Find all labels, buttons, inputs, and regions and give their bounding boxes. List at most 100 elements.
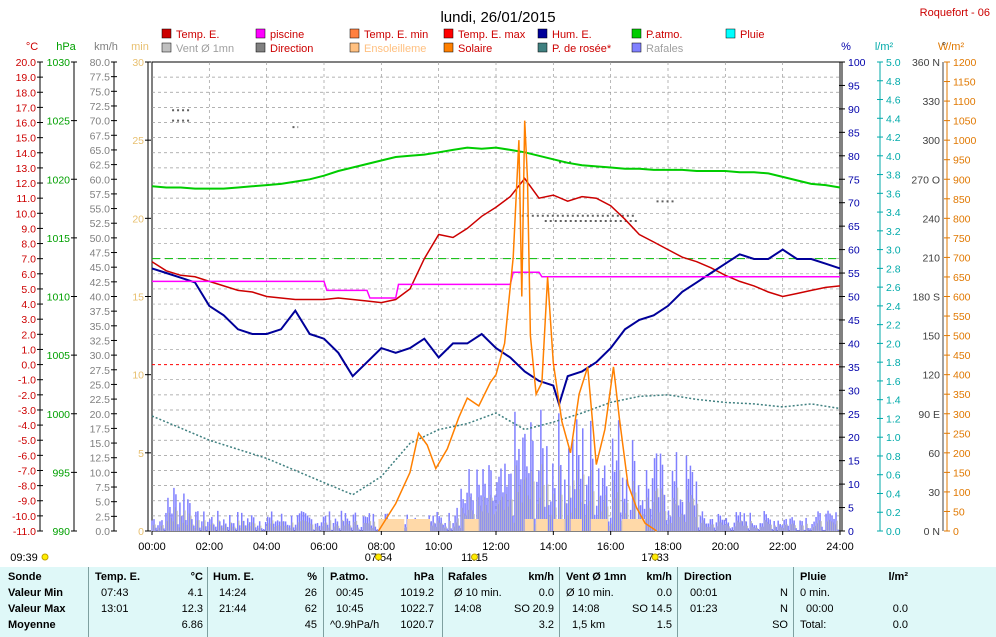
legend-label: Pluie bbox=[740, 29, 764, 41]
rain-duration: 0 min. bbox=[800, 587, 830, 599]
hum-axis-tick-label: 80 bbox=[848, 151, 860, 163]
sun-marker bbox=[651, 553, 659, 561]
x-tick-label: 08:00 bbox=[368, 541, 396, 553]
stats-unit-gust: km/h bbox=[528, 571, 554, 583]
sunmin-axis-tick-label: 5 bbox=[138, 448, 144, 460]
wind-axis-tick-label: 77.5 bbox=[90, 72, 111, 84]
temp-axis-tick-label: 16.0 bbox=[16, 118, 37, 130]
chart-axes: -11.0 -10.0 -9.0 -8.0 -7.0 -6.0 -5.0 -4.0 -3.0 -2… bbox=[10, 41, 976, 564]
rain-axis-tick-label: 3.4 bbox=[886, 207, 901, 219]
sunshine-block bbox=[622, 519, 646, 531]
hum-max-value: 62 bbox=[304, 603, 317, 615]
dir-axis-tick-label: 180 S bbox=[913, 292, 940, 304]
dir-min-value: N bbox=[780, 587, 788, 599]
solar-axis-tick-label: 50 bbox=[953, 506, 965, 518]
temp-axis-tick-label: -4.0 bbox=[18, 420, 36, 432]
press-axis-tick-label: 1030 bbox=[47, 57, 71, 69]
hum-axis-tick-label: 30 bbox=[848, 385, 860, 397]
temp-axis-tick-label: -2.0 bbox=[18, 390, 36, 402]
legend-label: P. de rosée* bbox=[552, 43, 612, 55]
dir-axis-tick-label: 0 N bbox=[924, 526, 940, 538]
temp-axis-unit: °C bbox=[26, 41, 38, 53]
temp-max-time: 13:01 bbox=[101, 603, 129, 615]
rain-max-value: 0.0 bbox=[892, 603, 908, 615]
wind-axis-tick-label: 65.0 bbox=[90, 145, 111, 157]
rain-axis-tick-label: 1.4 bbox=[886, 395, 901, 407]
wind-axis-tick-label: 52.5 bbox=[90, 218, 111, 230]
temp-axis-tick-label: -8.0 bbox=[18, 481, 36, 493]
time-marker-label: 09:39 bbox=[10, 552, 38, 564]
hum-avg-value: 45 bbox=[304, 619, 317, 631]
wind-max-value: 14.5 bbox=[650, 603, 672, 615]
wind-min-time: Ø 10 min. bbox=[566, 587, 614, 599]
legend-swatch bbox=[161, 42, 172, 53]
sun-marker bbox=[374, 553, 382, 561]
sunshine-block bbox=[464, 519, 479, 531]
solar-axis-tick-label: 1200 bbox=[953, 57, 977, 69]
rain-axis-tick-label: 3.6 bbox=[886, 188, 901, 200]
temp-axis-tick-label: 14.0 bbox=[16, 148, 37, 160]
temp-axis-tick-label: 13.0 bbox=[16, 163, 37, 175]
wind-axis-tick-label: 5.0 bbox=[95, 497, 110, 509]
gust-min-value: 0.0 bbox=[538, 587, 554, 599]
series-line-temp-e- bbox=[151, 177, 841, 304]
hum-axis-tick-label: 55 bbox=[848, 268, 860, 280]
x-tick-label: 00:00 bbox=[138, 541, 166, 553]
rain-axis-tick-label: 3.8 bbox=[886, 170, 901, 182]
solar-axis-tick-label: 950 bbox=[953, 155, 971, 167]
dir-max-time: 01:23 bbox=[690, 603, 718, 615]
series-line-piscine bbox=[152, 271, 840, 299]
wind-avg-value: 1.5 bbox=[656, 619, 672, 631]
wind-axis-tick-label: 62.5 bbox=[90, 160, 111, 172]
temp-axis-tick-label: 10.0 bbox=[16, 208, 37, 220]
stats-header-wind: Vent Ø 1mn bbox=[566, 571, 627, 583]
temp-axis-tick-label: -7.0 bbox=[18, 465, 36, 477]
wind-axis-tick-label: 17.5 bbox=[90, 423, 111, 435]
wind-axis-tick-label: 27.5 bbox=[90, 365, 111, 377]
hum-axis-tick-label: 10 bbox=[848, 479, 860, 491]
wind-axis-tick-label: 0.0 bbox=[95, 526, 110, 538]
wind-axis-tick-label: 22.5 bbox=[90, 394, 111, 406]
press-max-value: 1022.7 bbox=[400, 603, 434, 615]
gust-max-dir: SO bbox=[514, 603, 530, 615]
stats-header-hum: Hum. E. bbox=[213, 571, 254, 583]
rain-axis-tick-label: 2.8 bbox=[886, 263, 901, 275]
sun-marker bbox=[41, 553, 49, 561]
dir-axis-tick-label: 210 bbox=[922, 252, 940, 264]
wind-min-value: 0.0 bbox=[656, 587, 672, 599]
hum-min-value: 26 bbox=[304, 587, 317, 599]
sunmin-axis-tick-label: 0 bbox=[138, 526, 144, 538]
solar-axis-tick-label: 0 bbox=[953, 526, 959, 538]
x-tick-label: 10:00 bbox=[425, 541, 453, 553]
hum-axis-tick-label: 90 bbox=[848, 104, 860, 116]
rain-axis-tick-label: 4.0 bbox=[886, 151, 901, 163]
solar-axis-unit: W/m² bbox=[938, 41, 965, 53]
stats-panel: Sonde Valeur Min Valeur Max Moyenne Temp… bbox=[0, 567, 996, 637]
hum-axis-tick-label: 0 bbox=[848, 526, 854, 538]
chart-legend: Temp. E. piscine Temp. E. min Temp. E. max H… bbox=[161, 28, 764, 55]
temp-min-value: 4.1 bbox=[187, 587, 203, 599]
hum-axis-unit: % bbox=[841, 41, 851, 53]
sunmin-axis-tick-label: 20 bbox=[132, 213, 144, 225]
station-label: Roquefort - 06 bbox=[920, 7, 990, 19]
press-avg-value: 1020.7 bbox=[400, 619, 434, 631]
stats-col-wind: Vent Ø 1mn km/h Ø 10 min. 0.0 14:08 SO 14.5 … bbox=[566, 567, 672, 637]
series-line-solaire bbox=[377, 120, 657, 532]
stats-unit-temp: °C bbox=[190, 571, 203, 583]
rain-axis-tick-label: 4.2 bbox=[886, 132, 901, 144]
temp-min-time: 07:43 bbox=[101, 587, 129, 599]
rain-axis-tick-label: 2.0 bbox=[886, 338, 901, 350]
legend-label: Temp. E. min bbox=[364, 29, 428, 41]
rain-axis-tick-label: 0.4 bbox=[886, 488, 901, 500]
x-tick-label: 06:00 bbox=[310, 541, 338, 553]
temp-axis-tick-label: 20.0 bbox=[16, 57, 37, 69]
wind-axis-tick-label: 2.5 bbox=[95, 511, 110, 523]
legend-swatch bbox=[631, 42, 642, 53]
wind-max-dir: SO bbox=[632, 603, 648, 615]
hum-axis-tick-label: 60 bbox=[848, 245, 860, 257]
dir-axis-tick-label: 270 O bbox=[911, 174, 940, 186]
wind-axis-tick-label: 32.5 bbox=[90, 335, 111, 347]
legend-swatch bbox=[255, 28, 266, 39]
chart-series bbox=[151, 120, 841, 532]
gust-max-value: 20.9 bbox=[532, 603, 554, 615]
